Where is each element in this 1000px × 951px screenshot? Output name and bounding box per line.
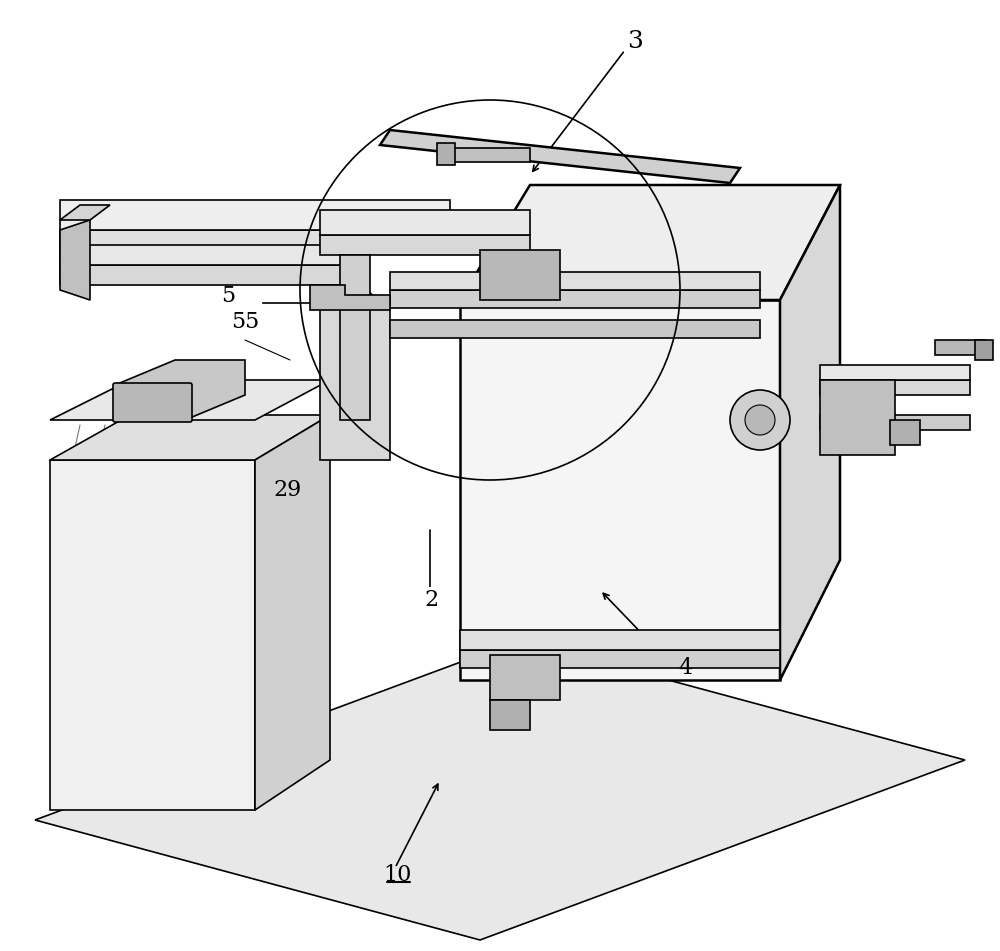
FancyBboxPatch shape bbox=[113, 383, 192, 422]
Text: 5: 5 bbox=[221, 285, 235, 307]
Text: 3: 3 bbox=[627, 30, 643, 53]
Polygon shape bbox=[60, 245, 360, 265]
Polygon shape bbox=[50, 380, 330, 420]
Bar bbox=[437, 143, 455, 165]
Text: 29: 29 bbox=[274, 479, 302, 501]
Polygon shape bbox=[320, 210, 530, 235]
Bar bbox=[490, 655, 560, 700]
Circle shape bbox=[745, 405, 775, 435]
Text: 55: 55 bbox=[231, 311, 259, 333]
Polygon shape bbox=[460, 300, 780, 680]
Polygon shape bbox=[380, 130, 740, 183]
Polygon shape bbox=[35, 640, 965, 940]
Polygon shape bbox=[255, 415, 330, 810]
Text: 2: 2 bbox=[425, 589, 439, 611]
Polygon shape bbox=[115, 360, 245, 420]
Polygon shape bbox=[60, 265, 360, 285]
Polygon shape bbox=[460, 185, 840, 300]
Polygon shape bbox=[390, 320, 760, 338]
Polygon shape bbox=[310, 285, 390, 310]
Text: 10: 10 bbox=[384, 864, 412, 886]
Polygon shape bbox=[780, 185, 840, 680]
Polygon shape bbox=[60, 220, 90, 300]
Circle shape bbox=[730, 390, 790, 450]
Polygon shape bbox=[50, 460, 255, 810]
Polygon shape bbox=[820, 365, 970, 380]
Polygon shape bbox=[60, 200, 450, 230]
Polygon shape bbox=[820, 380, 970, 395]
Polygon shape bbox=[320, 280, 390, 460]
Polygon shape bbox=[440, 148, 530, 162]
Polygon shape bbox=[820, 415, 970, 430]
Polygon shape bbox=[460, 630, 780, 650]
Polygon shape bbox=[340, 255, 370, 420]
Bar bbox=[490, 700, 530, 730]
Bar bbox=[975, 340, 993, 360]
Polygon shape bbox=[390, 290, 760, 308]
Polygon shape bbox=[935, 340, 985, 355]
Polygon shape bbox=[60, 205, 110, 220]
Text: 4: 4 bbox=[678, 657, 692, 679]
Polygon shape bbox=[50, 415, 330, 460]
Polygon shape bbox=[320, 235, 530, 255]
Bar bbox=[480, 250, 560, 300]
Bar bbox=[820, 380, 895, 455]
Polygon shape bbox=[60, 230, 450, 248]
Polygon shape bbox=[390, 272, 760, 290]
Bar bbox=[890, 420, 920, 445]
Polygon shape bbox=[460, 650, 780, 668]
